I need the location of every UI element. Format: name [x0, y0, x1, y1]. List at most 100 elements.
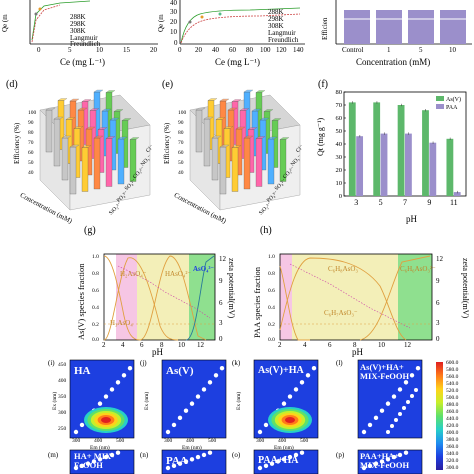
colorbar-tick-label: 380.0 — [446, 437, 459, 443]
scatter-band — [201, 452, 207, 458]
panel-g-ytick-right: 0 — [219, 335, 223, 343]
panel-d-ztick: 100 — [28, 110, 37, 116]
panel-b-ytick: 10 — [170, 28, 177, 36]
eem-colorbar-labels: 600.0 580.0 560.0 540.0 520.0 500.0 480.0 460.0… — [446, 360, 474, 472]
eem-panel-bg — [357, 449, 423, 474]
panel-h-xtick: 8 — [353, 341, 357, 349]
scatter-band — [305, 373, 311, 378]
panel-e-ztick: 80 — [178, 130, 184, 136]
panel-b-ytick: 20 — [170, 18, 177, 26]
scatter-band — [385, 401, 391, 406]
bar3d — [211, 137, 219, 181]
bar3d — [45, 109, 53, 153]
panel-a-legend-3: 308K — [70, 27, 86, 35]
bar3d-top — [231, 99, 242, 102]
panel-b-ytick: 0 — [174, 39, 178, 47]
bar-paa-7 — [405, 133, 412, 196]
scatter-band — [213, 373, 219, 378]
scatter-band — [275, 459, 281, 464]
panel-g-xtick: 8 — [160, 341, 164, 349]
panel-g: (g) H₃AsO₄ H₂AsO₄⁻ HAsO₄²⁻ AsO₄³⁻ As(V) … — [0, 226, 240, 358]
panel-h-ytick-right: 0 — [436, 335, 440, 343]
scatter-band — [299, 380, 305, 385]
panel-d-ztick: 90 — [28, 120, 34, 126]
scatter-band — [183, 408, 189, 413]
panel-c-xtick: Control — [342, 46, 364, 54]
eem-xtick-k: 500 — [300, 438, 309, 444]
bar3d — [53, 118, 61, 167]
panel-a-xtick: 20 — [150, 46, 157, 54]
scatter-band — [293, 387, 299, 392]
colorbar-tick-label: 300.0 — [446, 465, 459, 471]
panel-h-ytick-right: 3 — [436, 319, 440, 327]
scatter-band — [195, 454, 201, 460]
scatter-band — [397, 452, 403, 458]
eem-xtick: 500 — [116, 438, 125, 444]
panel-e-letter: (e) — [162, 79, 174, 90]
bar3d-top — [69, 144, 80, 148]
bar3d-top — [89, 108, 100, 111]
panel-h-xtick: 10 — [378, 341, 385, 349]
panel-e-ztick: 60 — [178, 150, 184, 156]
scatter-band — [165, 429, 171, 435]
y-tick-label: 30 — [336, 154, 343, 161]
bar-asv-5 — [373, 102, 381, 196]
bar3d-top — [65, 117, 76, 120]
panel-h-ytick-right: 9 — [436, 277, 440, 285]
bar3d — [243, 137, 251, 190]
bar3d-top — [263, 109, 274, 112]
panel-h-plot — [279, 253, 433, 341]
panel-b-legend-3: 308K — [268, 22, 284, 30]
scatter-band — [394, 418, 398, 422]
scatter-band — [299, 450, 305, 455]
bar-paa-5 — [380, 133, 388, 196]
bar-asv-3 — [348, 102, 356, 196]
scatter-band — [201, 387, 207, 392]
bar3d-top — [129, 137, 140, 140]
bar3d — [69, 146, 77, 195]
bar3d-top — [53, 116, 64, 120]
bar3d-top — [219, 98, 230, 102]
y-tick-label: 60 — [336, 115, 343, 122]
bar3d — [219, 146, 227, 195]
panel-a-xtick: 10 — [96, 46, 103, 54]
scatter-band — [165, 465, 171, 471]
eem-colorbar — [436, 362, 443, 470]
panel-b-ytick: 40 — [170, 0, 177, 7]
panel-h-xtick: 2 — [278, 341, 282, 349]
scatter-band — [219, 365, 225, 371]
scatter-band — [257, 429, 263, 435]
bar3d-top — [227, 107, 238, 111]
panel-b: Qe (m 40 30 20 10 0 288K 298K 308K Langm… — [157, 0, 310, 80]
panel-b-legend-1: 288K — [268, 8, 284, 16]
bar3d-top — [215, 117, 226, 120]
panel-e-ztick: 50 — [178, 160, 184, 166]
colorbar-tick-label: 520.0 — [446, 388, 459, 394]
y-tick-label: 40 — [336, 141, 343, 148]
panel-h-xtick: 4 — [303, 341, 307, 349]
bar3d-top — [117, 136, 128, 140]
eem-ytick: 350 — [58, 394, 67, 400]
panel-b-xtick: 100 — [260, 46, 271, 54]
panel-h-ytick-left: 0.6 — [268, 288, 275, 294]
panel-g-ytick-right: 12 — [219, 255, 226, 263]
colorbar-tick-label: 420.0 — [446, 423, 459, 429]
panel-a-legend-2: 298K — [70, 20, 86, 28]
bar3d-top — [243, 89, 254, 93]
eem-peak-contour — [285, 417, 295, 423]
eem-panel-bg — [69, 449, 135, 474]
panel-g-xtick: 2 — [102, 341, 106, 349]
bar-asv-9 — [422, 110, 429, 196]
colorbar-tick-label: 560.0 — [446, 374, 459, 380]
scatter-band — [373, 461, 379, 466]
scatter-band — [373, 415, 379, 421]
scatter-band — [121, 373, 127, 378]
bar3d-top — [243, 135, 254, 139]
scatter-band — [281, 457, 287, 462]
eem-letter-o: (o) — [232, 451, 241, 459]
bar3d — [117, 138, 125, 185]
scatter-band — [403, 450, 409, 455]
scatter-band — [406, 400, 410, 404]
panel-g-xtick: 4 — [121, 341, 125, 349]
scatter-band — [367, 463, 373, 469]
